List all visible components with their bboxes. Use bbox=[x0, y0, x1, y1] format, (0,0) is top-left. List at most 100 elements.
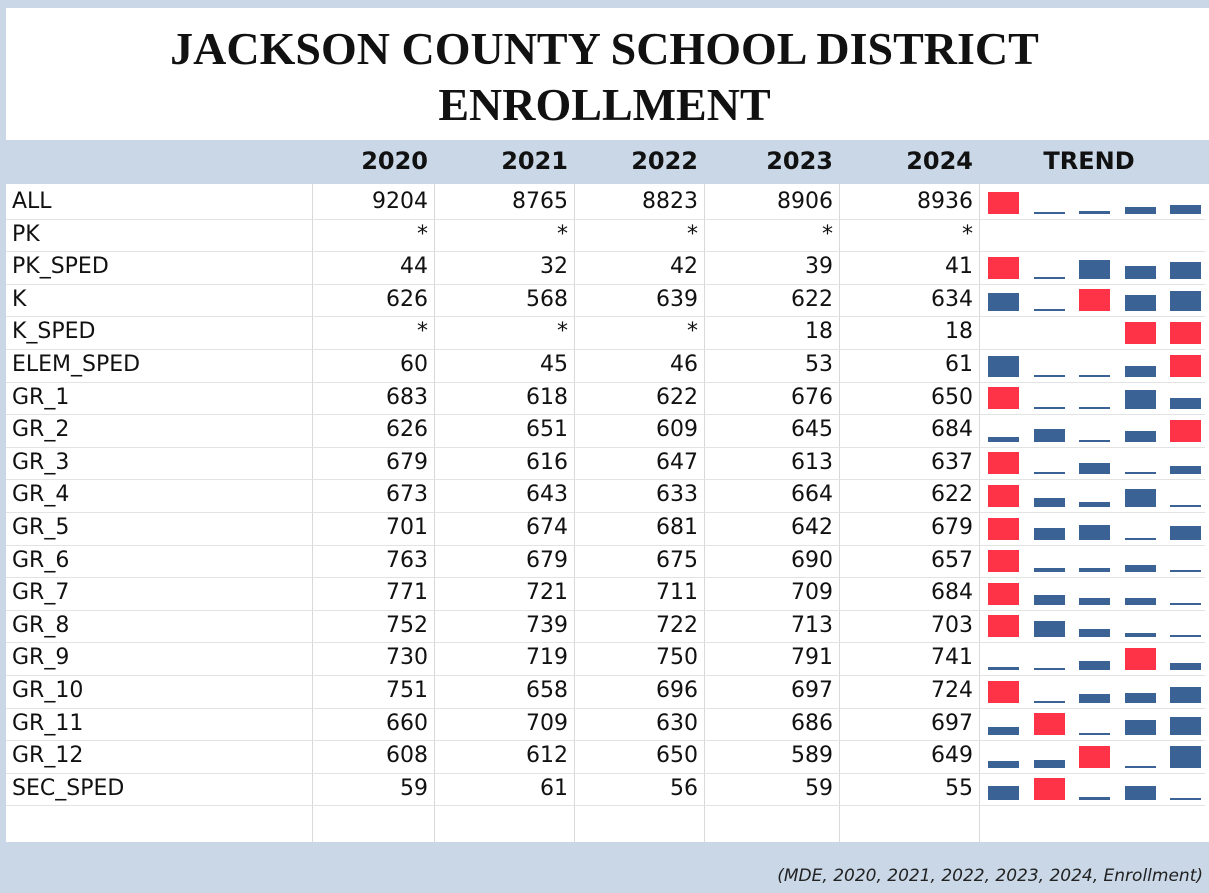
column-header: 2021 bbox=[501, 147, 568, 175]
column-line bbox=[704, 184, 705, 842]
trend-bar bbox=[1079, 660, 1110, 670]
cell-value: 9204 bbox=[372, 189, 428, 214]
cell-value: 721 bbox=[526, 580, 568, 606]
cell-value: 56 bbox=[670, 775, 698, 801]
cell-value: * bbox=[962, 221, 973, 247]
row-label: ELEM_SPED bbox=[12, 352, 141, 377]
trend-bar bbox=[1170, 525, 1201, 540]
trend-bar bbox=[1124, 598, 1156, 605]
cell-value: 719 bbox=[526, 645, 568, 671]
trend-bar bbox=[1124, 389, 1156, 410]
cell-value: 650 bbox=[931, 384, 973, 410]
trend-bar bbox=[1079, 502, 1110, 507]
trend-bar bbox=[1079, 463, 1110, 475]
cell-value: 709 bbox=[526, 710, 568, 736]
cell-value: 739 bbox=[526, 612, 568, 638]
trend-bar bbox=[1124, 206, 1156, 214]
cell-value: 568 bbox=[526, 286, 568, 312]
trend-bar bbox=[1124, 632, 1156, 638]
trend-bar bbox=[1124, 294, 1156, 312]
trend-bar bbox=[1170, 466, 1201, 475]
cell-value: 613 bbox=[791, 449, 833, 475]
trend-bar bbox=[988, 191, 1019, 214]
cell-value: 697 bbox=[791, 678, 833, 703]
row-line bbox=[6, 707, 1205, 709]
trend-bar bbox=[1124, 265, 1156, 279]
cell-value: 622 bbox=[791, 286, 833, 312]
row-label: GR_7 bbox=[12, 580, 70, 606]
cell-value: 657 bbox=[931, 547, 973, 573]
row-label: GR_8 bbox=[12, 612, 70, 638]
cell-value: 630 bbox=[656, 710, 698, 736]
cell-value: 651 bbox=[526, 417, 568, 443]
trend-bar bbox=[1079, 733, 1110, 736]
cell-value: 634 bbox=[931, 286, 973, 312]
cell-value: 42 bbox=[670, 254, 698, 280]
trend-bar bbox=[988, 355, 1019, 377]
trend-bar bbox=[988, 582, 1019, 605]
cell-value: 679 bbox=[931, 515, 973, 540]
row-line bbox=[6, 609, 1205, 611]
column-header: 2024 bbox=[906, 147, 973, 175]
row-label: GR_5 bbox=[12, 515, 70, 540]
header-band bbox=[0, 140, 1209, 184]
trend-bar bbox=[988, 485, 1019, 507]
cell-value: 701 bbox=[386, 515, 428, 540]
row-label: PK_SPED bbox=[12, 254, 109, 280]
cell-value: * bbox=[687, 319, 698, 345]
trend-bar bbox=[1170, 262, 1201, 279]
row-line bbox=[6, 805, 1205, 807]
row-line bbox=[6, 740, 1205, 742]
cell-value: * bbox=[417, 221, 428, 247]
trend-bar bbox=[1170, 290, 1201, 312]
cell-value: 612 bbox=[526, 743, 568, 769]
cell-value: 622 bbox=[656, 384, 698, 410]
trend-bar bbox=[1124, 648, 1156, 670]
trend-bar bbox=[1124, 565, 1156, 573]
row-line bbox=[6, 446, 1205, 448]
cell-value: 8906 bbox=[777, 189, 833, 214]
trend-bar bbox=[1033, 309, 1065, 312]
cell-value: 609 bbox=[656, 417, 698, 443]
trend-bar bbox=[1033, 621, 1065, 638]
trend-bar bbox=[1079, 628, 1110, 638]
trend-bar bbox=[1170, 570, 1201, 573]
trend-bar bbox=[1079, 796, 1110, 801]
cell-value: * bbox=[557, 319, 568, 345]
trend-bar bbox=[1033, 759, 1065, 768]
trend-bar bbox=[1033, 429, 1065, 442]
cell-value: 722 bbox=[656, 612, 698, 638]
cell-value: 791 bbox=[791, 645, 833, 671]
trend-bar bbox=[988, 666, 1019, 670]
trend-bar bbox=[1170, 505, 1201, 507]
cell-value: 763 bbox=[386, 547, 428, 573]
trend-bar bbox=[1033, 778, 1065, 801]
row-line bbox=[6, 283, 1205, 285]
cell-value: * bbox=[557, 221, 568, 247]
column-line bbox=[574, 184, 575, 842]
trend-bar bbox=[1079, 525, 1110, 540]
cell-value: 642 bbox=[791, 515, 833, 540]
cell-value: 683 bbox=[386, 384, 428, 410]
cell-value: 681 bbox=[656, 515, 698, 540]
cell-value: 673 bbox=[386, 482, 428, 508]
cell-value: 696 bbox=[656, 678, 698, 703]
cell-value: 32 bbox=[540, 254, 568, 280]
trend-bar bbox=[1170, 686, 1201, 703]
trend-bar bbox=[1033, 211, 1065, 214]
row-label: K bbox=[12, 286, 27, 312]
trend-bar bbox=[1124, 537, 1156, 540]
footer-band bbox=[0, 842, 1209, 893]
row-label: ALL bbox=[12, 189, 52, 214]
trend-bar bbox=[988, 785, 1019, 801]
cell-value: * bbox=[687, 221, 698, 247]
trend-bar bbox=[1033, 527, 1065, 540]
row-line bbox=[6, 512, 1205, 513]
cell-value: 643 bbox=[526, 482, 568, 508]
trend-bar bbox=[1124, 693, 1156, 703]
trend-bar bbox=[1170, 602, 1201, 605]
cell-value: 645 bbox=[791, 417, 833, 443]
cell-value: 752 bbox=[386, 612, 428, 638]
trend-bar bbox=[988, 550, 1019, 573]
